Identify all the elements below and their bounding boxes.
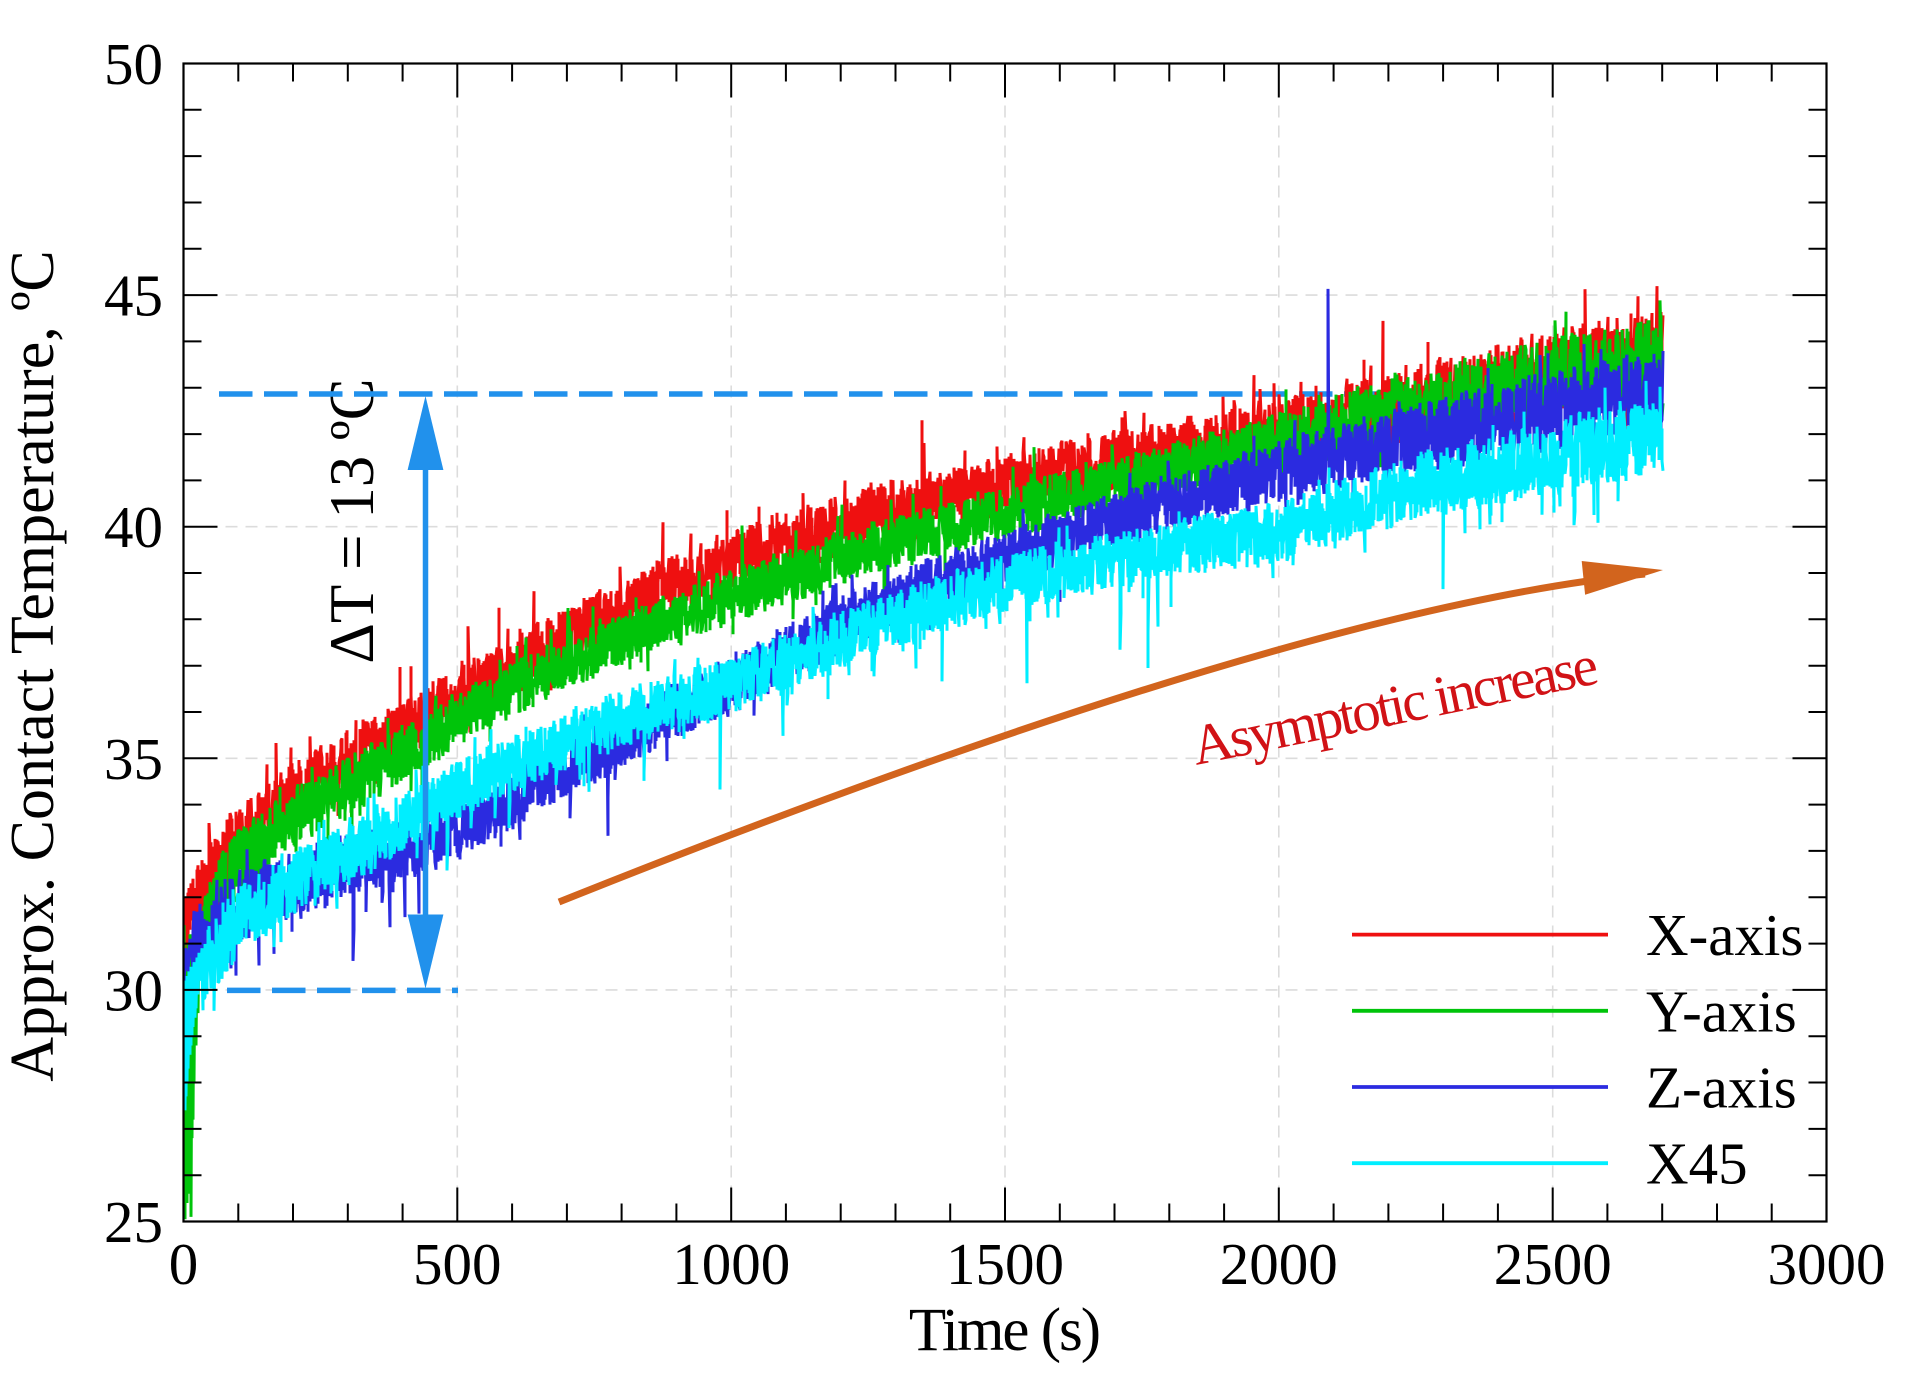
svg-text:Time (s): Time (s) [909,1297,1099,1364]
svg-text:Y-axis: Y-axis [1646,978,1797,1044]
svg-text:ΔT = 13 ºC: ΔT = 13 ºC [317,378,387,663]
svg-text:500: 500 [413,1231,502,1297]
svg-text:X45: X45 [1646,1131,1748,1197]
svg-text:35: 35 [104,726,163,792]
svg-text:45: 45 [104,263,163,329]
svg-text:3000: 3000 [1768,1231,1886,1297]
svg-text:2500: 2500 [1494,1231,1612,1297]
svg-text:1500: 1500 [946,1231,1064,1297]
svg-text:Approx. Contact Temperature, º: Approx. Contact Temperature, ºC [0,250,67,1082]
svg-text:Z-axis: Z-axis [1646,1055,1797,1121]
svg-text:25: 25 [104,1189,163,1255]
svg-text:1000: 1000 [672,1231,790,1297]
svg-text:30: 30 [104,957,163,1023]
svg-text:0: 0 [169,1231,199,1297]
svg-text:X-axis: X-axis [1646,902,1803,968]
svg-text:50: 50 [104,31,163,97]
svg-text:2000: 2000 [1220,1231,1338,1297]
svg-text:40: 40 [104,494,163,560]
